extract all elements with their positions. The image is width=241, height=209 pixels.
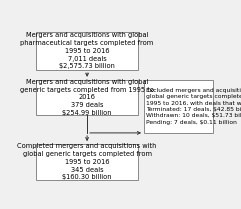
- Text: Mergers and acquisitions with global
pharmaceutical targets completed from
1995 : Mergers and acquisitions with global pha…: [20, 32, 154, 69]
- Text: Excluded mergers and acquisitions with
global generic targets completed from
199: Excluded mergers and acquisitions with g…: [146, 88, 241, 125]
- FancyBboxPatch shape: [36, 32, 138, 70]
- FancyBboxPatch shape: [144, 80, 213, 133]
- Text: Completed mergers and acquisitions with
global generic targets completed from
19: Completed mergers and acquisitions with …: [17, 143, 157, 180]
- Text: Mergers and acquisitions with global
generic targets completed from 1995 to
2016: Mergers and acquisitions with global gen…: [20, 79, 154, 116]
- FancyBboxPatch shape: [36, 80, 138, 115]
- FancyBboxPatch shape: [36, 144, 138, 180]
